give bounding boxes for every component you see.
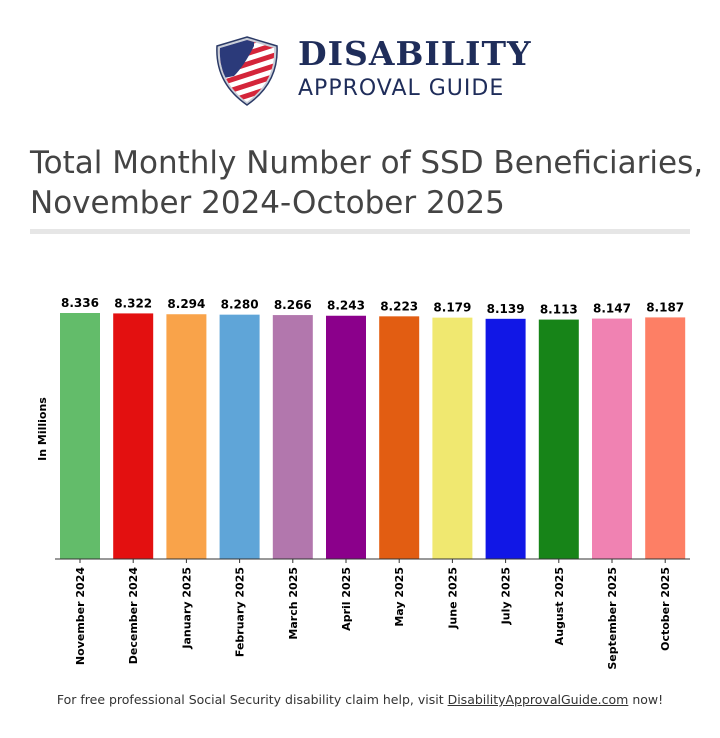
y-axis-label: In Millions <box>36 397 49 461</box>
flag-shield-icon <box>216 36 278 106</box>
data-label-2: 8.294 <box>167 297 205 311</box>
x-tick-label-5: April 2025 <box>340 567 353 631</box>
x-tick-label-2: January 2025 <box>180 567 193 650</box>
data-label-4: 8.266 <box>274 298 312 312</box>
bar-7 <box>432 317 473 559</box>
data-label-0: 8.336 <box>61 296 99 310</box>
bar-10 <box>592 318 632 559</box>
footer-suffix: now! <box>628 692 664 707</box>
footer-link[interactable]: DisabilityApprovalGuide.com <box>447 692 629 707</box>
footer: For free professional Social Security di… <box>0 692 720 707</box>
x-tick-label-11: October 2025 <box>659 567 672 651</box>
bar-6 <box>379 316 420 559</box>
x-tick-label-9: August 2025 <box>553 567 566 645</box>
x-tick-label-0: November 2024 <box>74 567 87 665</box>
data-label-9: 8.113 <box>540 303 578 317</box>
x-tick-label-8: July 2025 <box>500 567 513 625</box>
bar-9 <box>538 319 579 559</box>
data-label-1: 8.322 <box>114 296 152 310</box>
logo-text-primary: DISABILITY <box>298 34 532 73</box>
bar-3 <box>219 314 260 559</box>
data-label-11: 8.187 <box>646 300 684 314</box>
data-label-5: 8.243 <box>327 299 365 313</box>
bar-8 <box>485 318 526 559</box>
x-tick-label-6: May 2025 <box>393 567 406 627</box>
logo: DISABILITY APPROVAL GUIDE <box>214 34 531 108</box>
bar-0 <box>60 313 100 559</box>
bar-chart: In Millions 8.336 November 2024 8.322 Decemb… <box>36 296 690 670</box>
page-title: Total Monthly Number of SSD Beneficiarie… <box>30 145 704 221</box>
title-divider <box>30 229 690 234</box>
x-tick-label-10: September 2025 <box>606 567 619 670</box>
data-label-6: 8.223 <box>380 299 418 313</box>
bar-5 <box>326 315 366 559</box>
data-label-3: 8.280 <box>221 298 259 312</box>
data-label-8: 8.139 <box>487 302 525 316</box>
x-tick-label-7: June 2025 <box>446 567 459 630</box>
bar-11 <box>645 317 686 559</box>
x-tick-label-4: March 2025 <box>287 567 300 640</box>
data-label-10: 8.147 <box>593 302 631 316</box>
footer-text: For free professional Social Security di… <box>56 692 448 707</box>
bar-4 <box>272 315 313 559</box>
logo-text-secondary: APPROVAL GUIDE <box>298 76 505 101</box>
bar-1 <box>113 313 154 559</box>
x-tick-label-3: February 2025 <box>234 567 247 657</box>
data-label-7: 8.179 <box>433 301 471 315</box>
x-tick-label-1: December 2024 <box>127 567 140 665</box>
bar-2 <box>166 314 207 559</box>
